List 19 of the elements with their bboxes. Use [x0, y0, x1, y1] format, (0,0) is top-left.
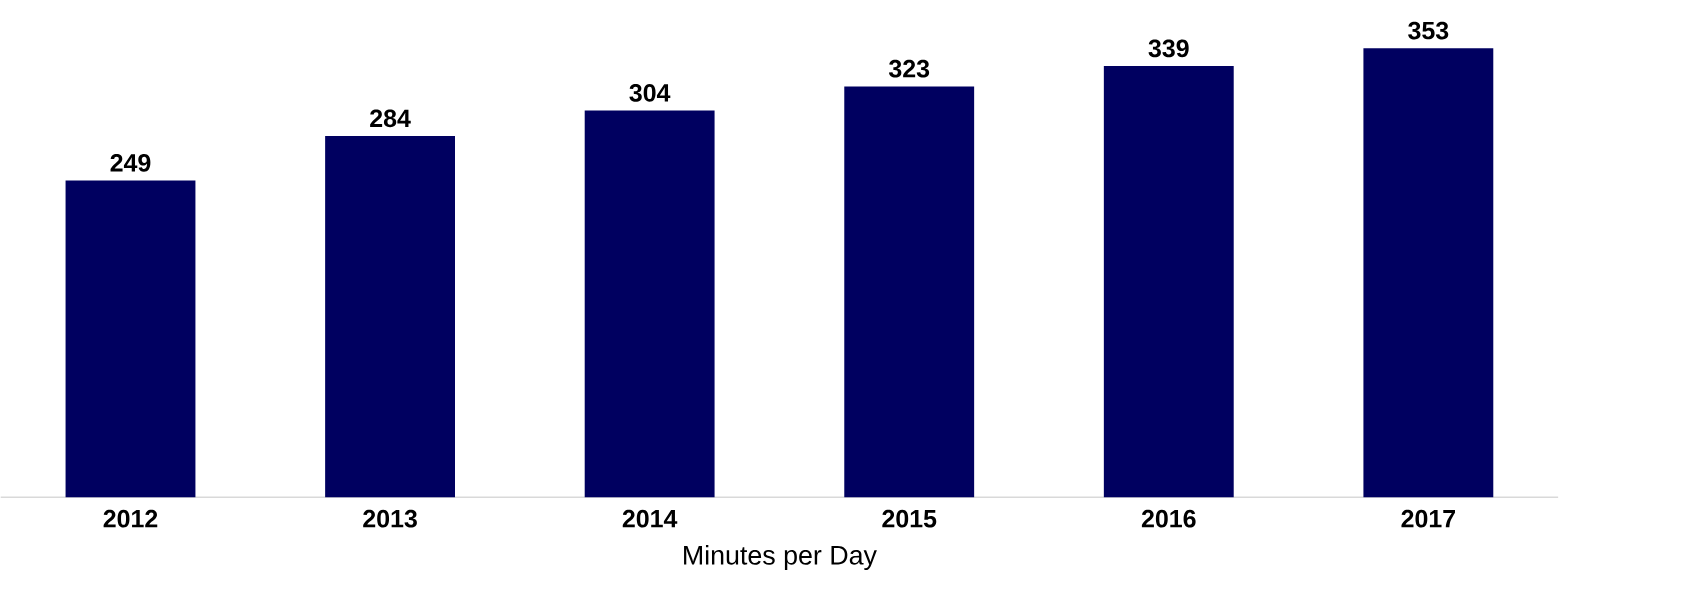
x-tick-label: 2016	[1141, 509, 1196, 528]
bar	[1103, 65, 1234, 498]
data-label: 304	[629, 83, 671, 102]
x-tick-label: 2015	[882, 509, 937, 528]
x-tick-label: 2017	[1401, 509, 1455, 528]
data-label: 339	[1148, 39, 1189, 58]
data-label: 284	[370, 109, 411, 128]
x-tick-label: 2012	[103, 509, 158, 528]
bar	[844, 86, 975, 498]
bar	[325, 135, 455, 498]
data-label: 249	[110, 153, 151, 172]
bar	[1363, 48, 1494, 498]
x-tick-label: 2014	[622, 509, 678, 528]
bar	[584, 110, 715, 498]
data-label: 323	[888, 59, 930, 78]
bar	[65, 180, 196, 498]
x-tick-label: 2013	[363, 509, 417, 528]
data-label: 353	[1408, 21, 1449, 40]
x-axis-title: Minutes per Day	[684, 544, 877, 570]
